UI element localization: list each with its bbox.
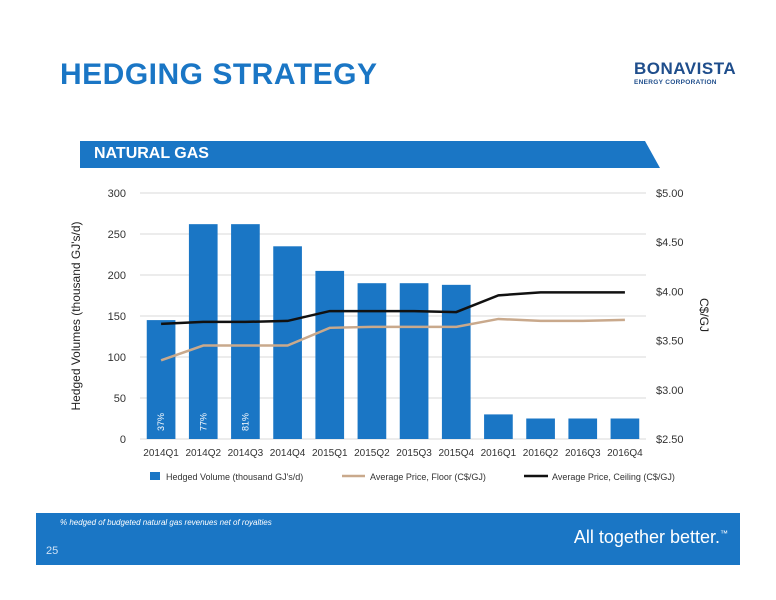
- bar: [526, 418, 555, 439]
- x-tick-label: 2015Q3: [396, 448, 432, 459]
- legend-label-bar: Hedged Volume (thousand GJ's/d): [166, 472, 303, 482]
- x-tick-label: 2015Q2: [354, 448, 390, 459]
- bar-percent-label: 81%: [240, 413, 250, 431]
- logo-name: BONAVISTA: [634, 59, 737, 78]
- floor-price-line: [160, 317, 625, 362]
- y-tick-label: 250: [108, 229, 126, 241]
- x-tick-label: 2016Q2: [523, 448, 559, 459]
- y2-tick-label: $4.50: [656, 237, 684, 249]
- y2-tick-label: $4.00: [656, 286, 684, 298]
- footnote: % hedged of budgeted natural gas revenue…: [60, 518, 272, 527]
- y2-tick-label: $3.00: [656, 385, 684, 397]
- y2-tick-label: $3.50: [656, 336, 684, 348]
- y-tick-label: 0: [120, 434, 126, 446]
- x-tick-label: 2014Q4: [270, 448, 306, 459]
- bar: [357, 283, 387, 439]
- page-title: HEDGING STRATEGY: [60, 58, 378, 91]
- y2-tick-label: $5.00: [656, 188, 684, 200]
- bar: [231, 224, 260, 439]
- bar: [568, 418, 598, 439]
- legend-swatch-bar: [150, 472, 160, 480]
- bar: [441, 284, 471, 439]
- bar: [610, 418, 640, 439]
- ceiling-price-line: [161, 291, 625, 326]
- y-tick-label: 150: [108, 311, 126, 323]
- y-axis-title: Hedged Volumes (thousand GJ's/d): [69, 221, 83, 410]
- x-tick-label: 2015Q4: [438, 448, 474, 459]
- trademark-mark: ™: [720, 529, 728, 538]
- x-tick-label: 2016Q3: [565, 448, 601, 459]
- bar: [315, 270, 345, 439]
- hedging-chart: 0 50 100 150 200 250 300 $2.50 $3.00 $3.50 $4.00 $4…: [69, 188, 711, 482]
- banner-shape: [80, 141, 660, 168]
- tagline: All together better.™: [574, 527, 728, 548]
- legend-label-floor: Average Price, Floor (C$/GJ): [370, 472, 486, 482]
- x-tick-label: 2014Q3: [228, 448, 264, 459]
- logo-subtitle: ENERGY CORPORATION: [634, 79, 717, 86]
- y-tick-label: 300: [108, 188, 126, 200]
- x-tick-label: 2016Q1: [481, 448, 517, 459]
- footer-bar: % hedged of budgeted natural gas revenue…: [36, 513, 740, 565]
- legend-label-ceiling: Average Price, Ceiling (C$/GJ): [552, 472, 675, 482]
- bar-percent-label: 77%: [198, 413, 208, 431]
- company-logo: BONAVISTA ENERGY CORPORATION: [634, 59, 737, 87]
- y-tick-label: 200: [108, 270, 126, 282]
- y2-tick-label: $2.50: [656, 434, 684, 446]
- bar-percent-label: 37%: [156, 413, 166, 431]
- x-tick-label: 2014Q2: [185, 448, 221, 459]
- section-banner: NATURAL GAS: [80, 141, 660, 168]
- tagline-text: All together better.: [573, 527, 720, 547]
- bar: [484, 414, 513, 439]
- x-tick-label: 2015Q1: [312, 448, 348, 459]
- section-title: NATURAL GAS: [94, 145, 209, 162]
- page-number: 25: [46, 545, 59, 557]
- x-tick-label: 2016Q4: [607, 448, 643, 459]
- y2-axis-title: C$/GJ: [697, 298, 711, 332]
- y-tick-label: 100: [108, 352, 126, 364]
- bar: [146, 320, 176, 439]
- bar: [188, 224, 218, 439]
- bar: [399, 283, 429, 439]
- x-tick-label: 2014Q1: [143, 448, 179, 459]
- y-tick-label: 50: [114, 393, 126, 405]
